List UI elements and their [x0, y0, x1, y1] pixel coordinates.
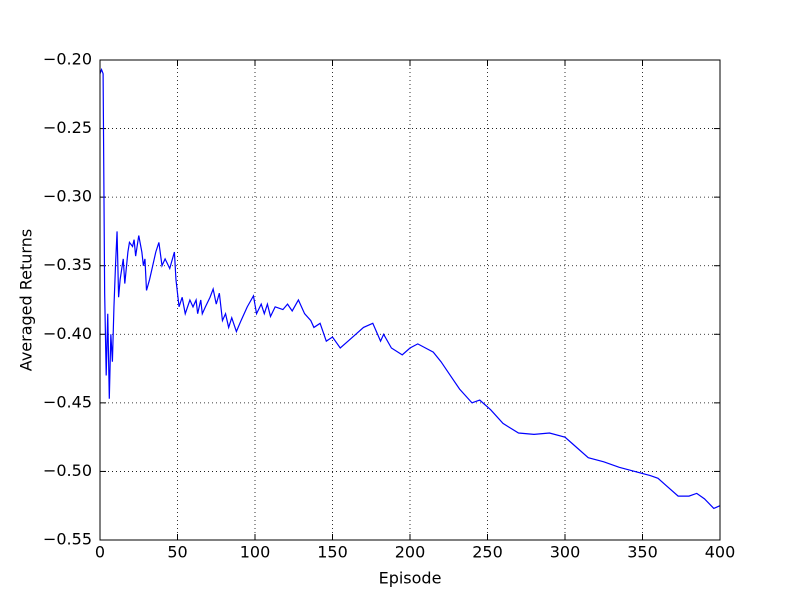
- x-tick-label: 400: [705, 543, 736, 562]
- x-tick-label: 150: [317, 543, 348, 562]
- y-tick-label: −0.20: [43, 50, 92, 69]
- y-axis-label: Averaged Returns: [17, 229, 36, 371]
- data-line: [99, 67, 721, 510]
- x-axis-label: Episode: [379, 569, 442, 588]
- y-tick-label: −0.50: [43, 461, 92, 480]
- x-tick-label: 350: [627, 543, 658, 562]
- y-tick-label: −0.55: [43, 530, 92, 549]
- x-tick-label: 300: [550, 543, 581, 562]
- x-tick-label: 50: [167, 543, 187, 562]
- y-tick-label: −0.30: [43, 187, 92, 206]
- y-tick-label: −0.25: [43, 118, 92, 137]
- plot-frame: [99, 59, 721, 541]
- x-tick-label: 250: [472, 543, 503, 562]
- y-tick-label: −0.35: [43, 255, 92, 274]
- x-tick-label: 200: [395, 543, 426, 562]
- x-tick-label: 0: [95, 543, 105, 562]
- y-tick-label: −0.40: [43, 324, 92, 343]
- y-tick-label: −0.45: [43, 392, 92, 411]
- x-tick-label: 100: [240, 543, 271, 562]
